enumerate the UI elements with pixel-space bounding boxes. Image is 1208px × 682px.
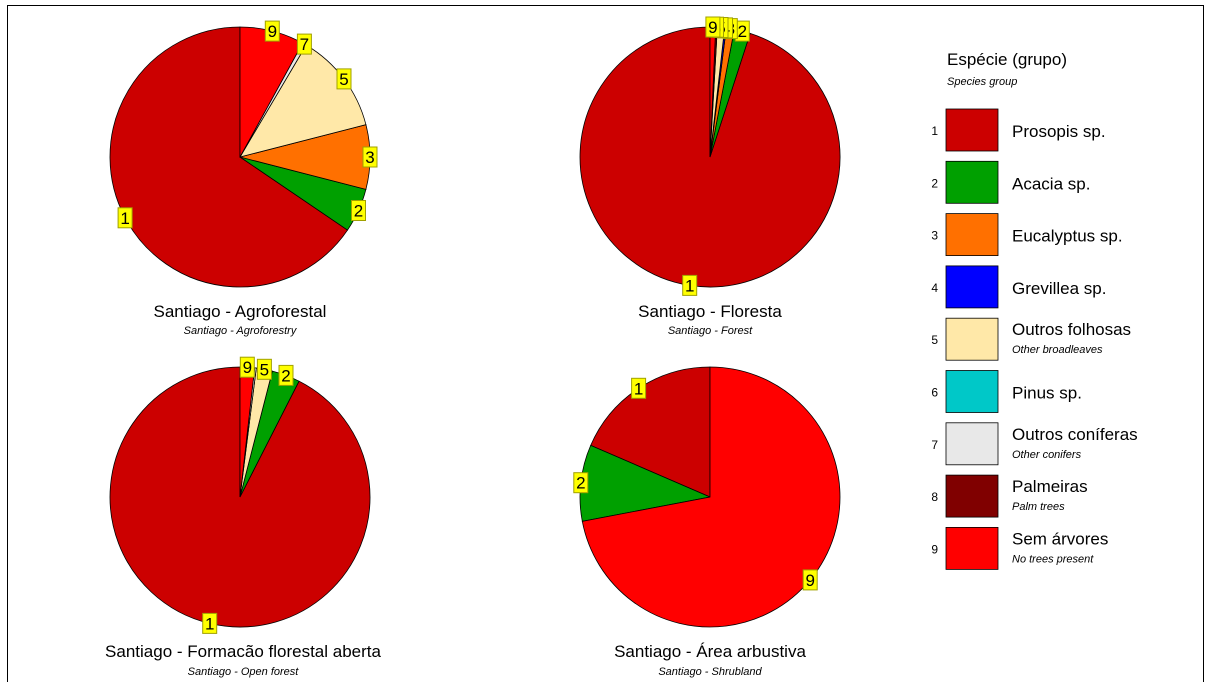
- pie-2-label-box-9: [705, 16, 721, 38]
- pie-1-label-5: 5: [339, 70, 348, 89]
- legend-item-english: No trees present: [1012, 553, 1094, 565]
- legend-items: 1 Prosopis sp. 2 Acacia sp. 3 Eucalyptus sp. 4…: [931, 108, 1138, 570]
- pie-subtitle-4: Santiago - Shrubland: [658, 666, 762, 678]
- legend-swatch: [945, 317, 999, 361]
- pie-2-label-2: 2: [738, 22, 747, 41]
- pie-3-label-box-1: [202, 612, 218, 634]
- pie-4-label-box-2: [573, 472, 589, 494]
- legend-item-english: Other broadleaves: [1012, 344, 1103, 356]
- legend-item-number: 1: [931, 124, 938, 138]
- pie-1-label-box-1: [117, 207, 133, 229]
- pie-3: 1 259: [109, 356, 371, 634]
- pie-4-label-1: 1: [634, 379, 643, 398]
- pie-title-2: Santiago - Floresta: [638, 302, 782, 321]
- pie-subtitle-1: Santiago - Agroforestry: [184, 325, 298, 337]
- pie-1-label-1: 1: [120, 209, 129, 228]
- pie-1-label-box-5: [336, 68, 352, 90]
- legend-item-name: Prosopis sp.: [1012, 122, 1106, 141]
- legend-item-name: Palmeiras: [1012, 477, 1088, 496]
- legend-item-name: Grevillea sp.: [1012, 279, 1106, 298]
- legend-item-name: Outros folhosas: [1012, 320, 1131, 339]
- legend: Espécie (grupo) Species group 1 Prosopis …: [931, 50, 1138, 570]
- pie-3-label-1: 1: [205, 614, 214, 633]
- legend-item-name: Outros coníferas: [1012, 425, 1138, 444]
- legend-swatch: [945, 422, 999, 466]
- legend-item-number: 3: [931, 229, 938, 243]
- legend-item-number: 5: [931, 333, 938, 347]
- pie-3-label-box-9: [239, 356, 255, 378]
- pie-4-label-2: 2: [576, 474, 585, 493]
- legend-subtitle: Species group: [947, 76, 1017, 88]
- pie-subtitle-2: Santiago - Forest: [668, 325, 753, 337]
- legend-item-english: Palm trees: [1012, 501, 1065, 513]
- pie-charts: 12357912345891259129: [109, 16, 841, 634]
- pie-2: 1234589: [579, 16, 841, 296]
- pie-2-label-box-1: [682, 274, 698, 296]
- pie-title-3: Santiago - Formacão florestal aberta: [105, 642, 381, 661]
- pie-1-label-box-2: [351, 200, 366, 221]
- legend-item-5: 5 Outros folhosas Other broadleaves: [931, 317, 1131, 361]
- pie-3-label-box-5: [256, 358, 272, 380]
- legend-item-1: 1 Prosopis sp.: [931, 108, 1106, 152]
- pie-1-label-2: 2: [354, 202, 363, 221]
- pie-1: 1 2 3 5 7 9: [109, 20, 378, 288]
- legend-item-name: Sem árvores: [1012, 529, 1108, 548]
- pie-1-label-box-7: [296, 33, 312, 55]
- pie-1-label-box-9: [264, 20, 280, 42]
- pie-1-label-9: 9: [268, 22, 277, 41]
- pie-1-label-3: 3: [365, 148, 374, 167]
- pie-2-label-9: 9: [708, 18, 717, 37]
- pie-subtitle-3: Santiago - Open forest: [188, 666, 300, 678]
- pie-3-label-9: 9: [243, 358, 252, 377]
- legend-item-name: Pinus sp.: [1012, 384, 1082, 403]
- legend-swatch: [945, 527, 999, 570]
- legend-item-english: Other conifers: [1012, 449, 1082, 461]
- pie-4-label-box-1: [631, 377, 647, 399]
- legend-item-number: 7: [931, 438, 938, 452]
- legend-item-number: 2: [931, 176, 938, 190]
- pie-title-1: Santiago - Agroforestal: [154, 302, 327, 321]
- legend-item-name: Acacia sp.: [1012, 174, 1090, 193]
- legend-swatch: [945, 108, 999, 152]
- legend-item-2: 2 Acacia sp.: [931, 160, 1090, 204]
- legend-swatch: [945, 213, 999, 257]
- legend-item-number: 4: [931, 281, 938, 295]
- legend-item-9: 9 Sem árvores No trees present: [931, 527, 1108, 570]
- pie-4: 1 2 9: [573, 366, 841, 628]
- pie-title-4: Santiago - Área arbustiva: [614, 642, 806, 661]
- pie-3-label-5: 5: [260, 360, 269, 379]
- pie-1-label-box-3: [362, 146, 378, 168]
- legend-item-7: 7 Outros coníferas Other conifers: [931, 422, 1138, 466]
- legend-item-number: 6: [931, 386, 938, 400]
- legend-title: Espécie (grupo): [947, 50, 1067, 69]
- legend-item-number: 9: [931, 542, 938, 556]
- legend-swatch: [945, 474, 999, 518]
- legend-swatch: [945, 370, 999, 413]
- legend-item-3: 3 Eucalyptus sp.: [931, 213, 1123, 257]
- legend-swatch: [945, 160, 999, 204]
- pie-4-label-box-9: [802, 569, 818, 591]
- legend-swatch: [945, 265, 999, 309]
- legend-item-8: 8 Palmeiras Palm trees: [931, 474, 1088, 518]
- pie-2-label-1: 1: [685, 276, 694, 295]
- pie-4-label-9: 9: [805, 571, 814, 590]
- pie-1-label-7: 7: [300, 35, 309, 54]
- pie-3-label-box-2: [278, 364, 294, 386]
- legend-item-4: 4 Grevillea sp.: [931, 265, 1106, 309]
- legend-item-6: 6 Pinus sp.: [931, 370, 1082, 413]
- legend-item-number: 8: [931, 490, 938, 504]
- legend-item-name: Eucalyptus sp.: [1012, 227, 1123, 246]
- pie-3-label-2: 2: [281, 366, 290, 385]
